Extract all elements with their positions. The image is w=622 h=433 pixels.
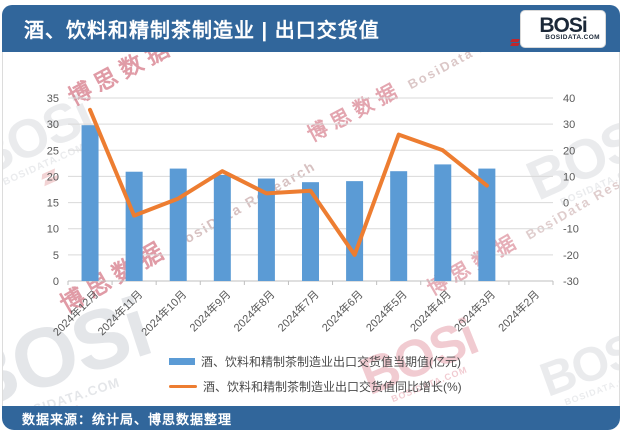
left-axis-tick-label: 5 bbox=[53, 250, 59, 262]
footer-band: 数据来源：统计局、博思数据整理 bbox=[2, 406, 620, 430]
bar bbox=[125, 171, 143, 281]
x-axis-category-label: 2024年3月 bbox=[451, 287, 498, 334]
x-axis-category-label: 2024年7月 bbox=[275, 287, 322, 334]
legend-bar-label: 酒、饮料和精制茶制造业出口交货值当期值(亿元) bbox=[201, 355, 461, 369]
bosi-logo: BOSi BOSIDATA.COM bbox=[510, 9, 606, 48]
legend-item-bar: 酒、饮料和精制茶制造业出口交货值当期值(亿元) bbox=[169, 353, 462, 370]
left-axis-tick-label: 35 bbox=[47, 93, 59, 105]
right-axis-tick-label: 40 bbox=[563, 93, 575, 105]
x-axis-category-label: 2024年11月 bbox=[94, 287, 145, 338]
x-axis-category-label: 2024年12月 bbox=[50, 287, 101, 338]
bosi-logo-domain: BOSIDATA.COM bbox=[545, 34, 600, 41]
left-axis-tick-label: 20 bbox=[47, 171, 59, 183]
bar bbox=[390, 171, 408, 281]
right-axis-tick-label: 0 bbox=[563, 198, 569, 210]
bar bbox=[302, 182, 319, 281]
page-title: 酒、饮料和精制茶制造业 | 出口交货值 bbox=[24, 20, 380, 42]
right-axis-tick-label: 20 bbox=[563, 145, 575, 157]
bar bbox=[346, 181, 364, 281]
right-axis-tick-label: -30 bbox=[563, 276, 579, 288]
logo-accent bbox=[510, 38, 520, 46]
bar bbox=[81, 125, 99, 281]
bar bbox=[434, 164, 452, 281]
left-axis-tick-label: 30 bbox=[47, 119, 59, 131]
bosi-logo-text: BOSi bbox=[539, 14, 587, 37]
x-axis-category-label: 2024年9月 bbox=[186, 287, 233, 334]
x-axis-category-label: 2024年2月 bbox=[495, 287, 542, 334]
legend-item-line: 酒、饮料和精制茶制造业出口交货值同比增长(%) bbox=[169, 378, 462, 395]
x-axis-category-label: 2024年4月 bbox=[407, 287, 454, 334]
x-axis-category-label: 2024年5月 bbox=[363, 287, 410, 334]
left-axis-tick-label: 10 bbox=[47, 224, 59, 236]
x-axis-category-label: 2024年8月 bbox=[230, 287, 277, 334]
legend-line-swatch bbox=[169, 384, 197, 389]
chart-area: BOSi BOSIDATA.COM BOSi BOSIDATA.COM BOSi… bbox=[2, 52, 620, 406]
bar bbox=[257, 178, 275, 281]
bar bbox=[169, 168, 187, 281]
right-axis-tick-label: -10 bbox=[563, 224, 579, 236]
right-axis-tick-label: 30 bbox=[563, 119, 575, 131]
right-axis-tick-label: -20 bbox=[563, 250, 579, 262]
x-axis-category-label: 2024年10月 bbox=[138, 287, 189, 338]
line-series bbox=[88, 107, 489, 257]
left-axis-tick-label: 25 bbox=[47, 145, 59, 157]
bar bbox=[213, 174, 231, 281]
legend-bar-swatch bbox=[169, 358, 195, 365]
right-axis-tick-label: 10 bbox=[563, 171, 575, 183]
left-axis-tick-label: 15 bbox=[47, 198, 59, 210]
left-axis-tick-label: 0 bbox=[53, 276, 59, 288]
legend-line-label: 酒、饮料和精制茶制造业出口交货值同比增长(%) bbox=[203, 380, 462, 394]
legend: 酒、饮料和精制茶制造业出口交货值当期值(亿元) 酒、饮料和精制茶制造业出口交货值… bbox=[169, 353, 462, 403]
data-source: 数据来源：统计局、博思数据整理 bbox=[22, 411, 233, 427]
chart-svg: 0 5 10 15 20 25 30 35 -30 -20 -10 0 10 20 30 40 2024年12月… bbox=[47, 93, 579, 339]
bar bbox=[478, 168, 496, 281]
header-band: 酒、饮料和精制茶制造业 | 出口交货值 BOSi BOSIDATA.COM bbox=[2, 5, 620, 52]
x-axis-category-label: 2024年6月 bbox=[319, 287, 366, 334]
